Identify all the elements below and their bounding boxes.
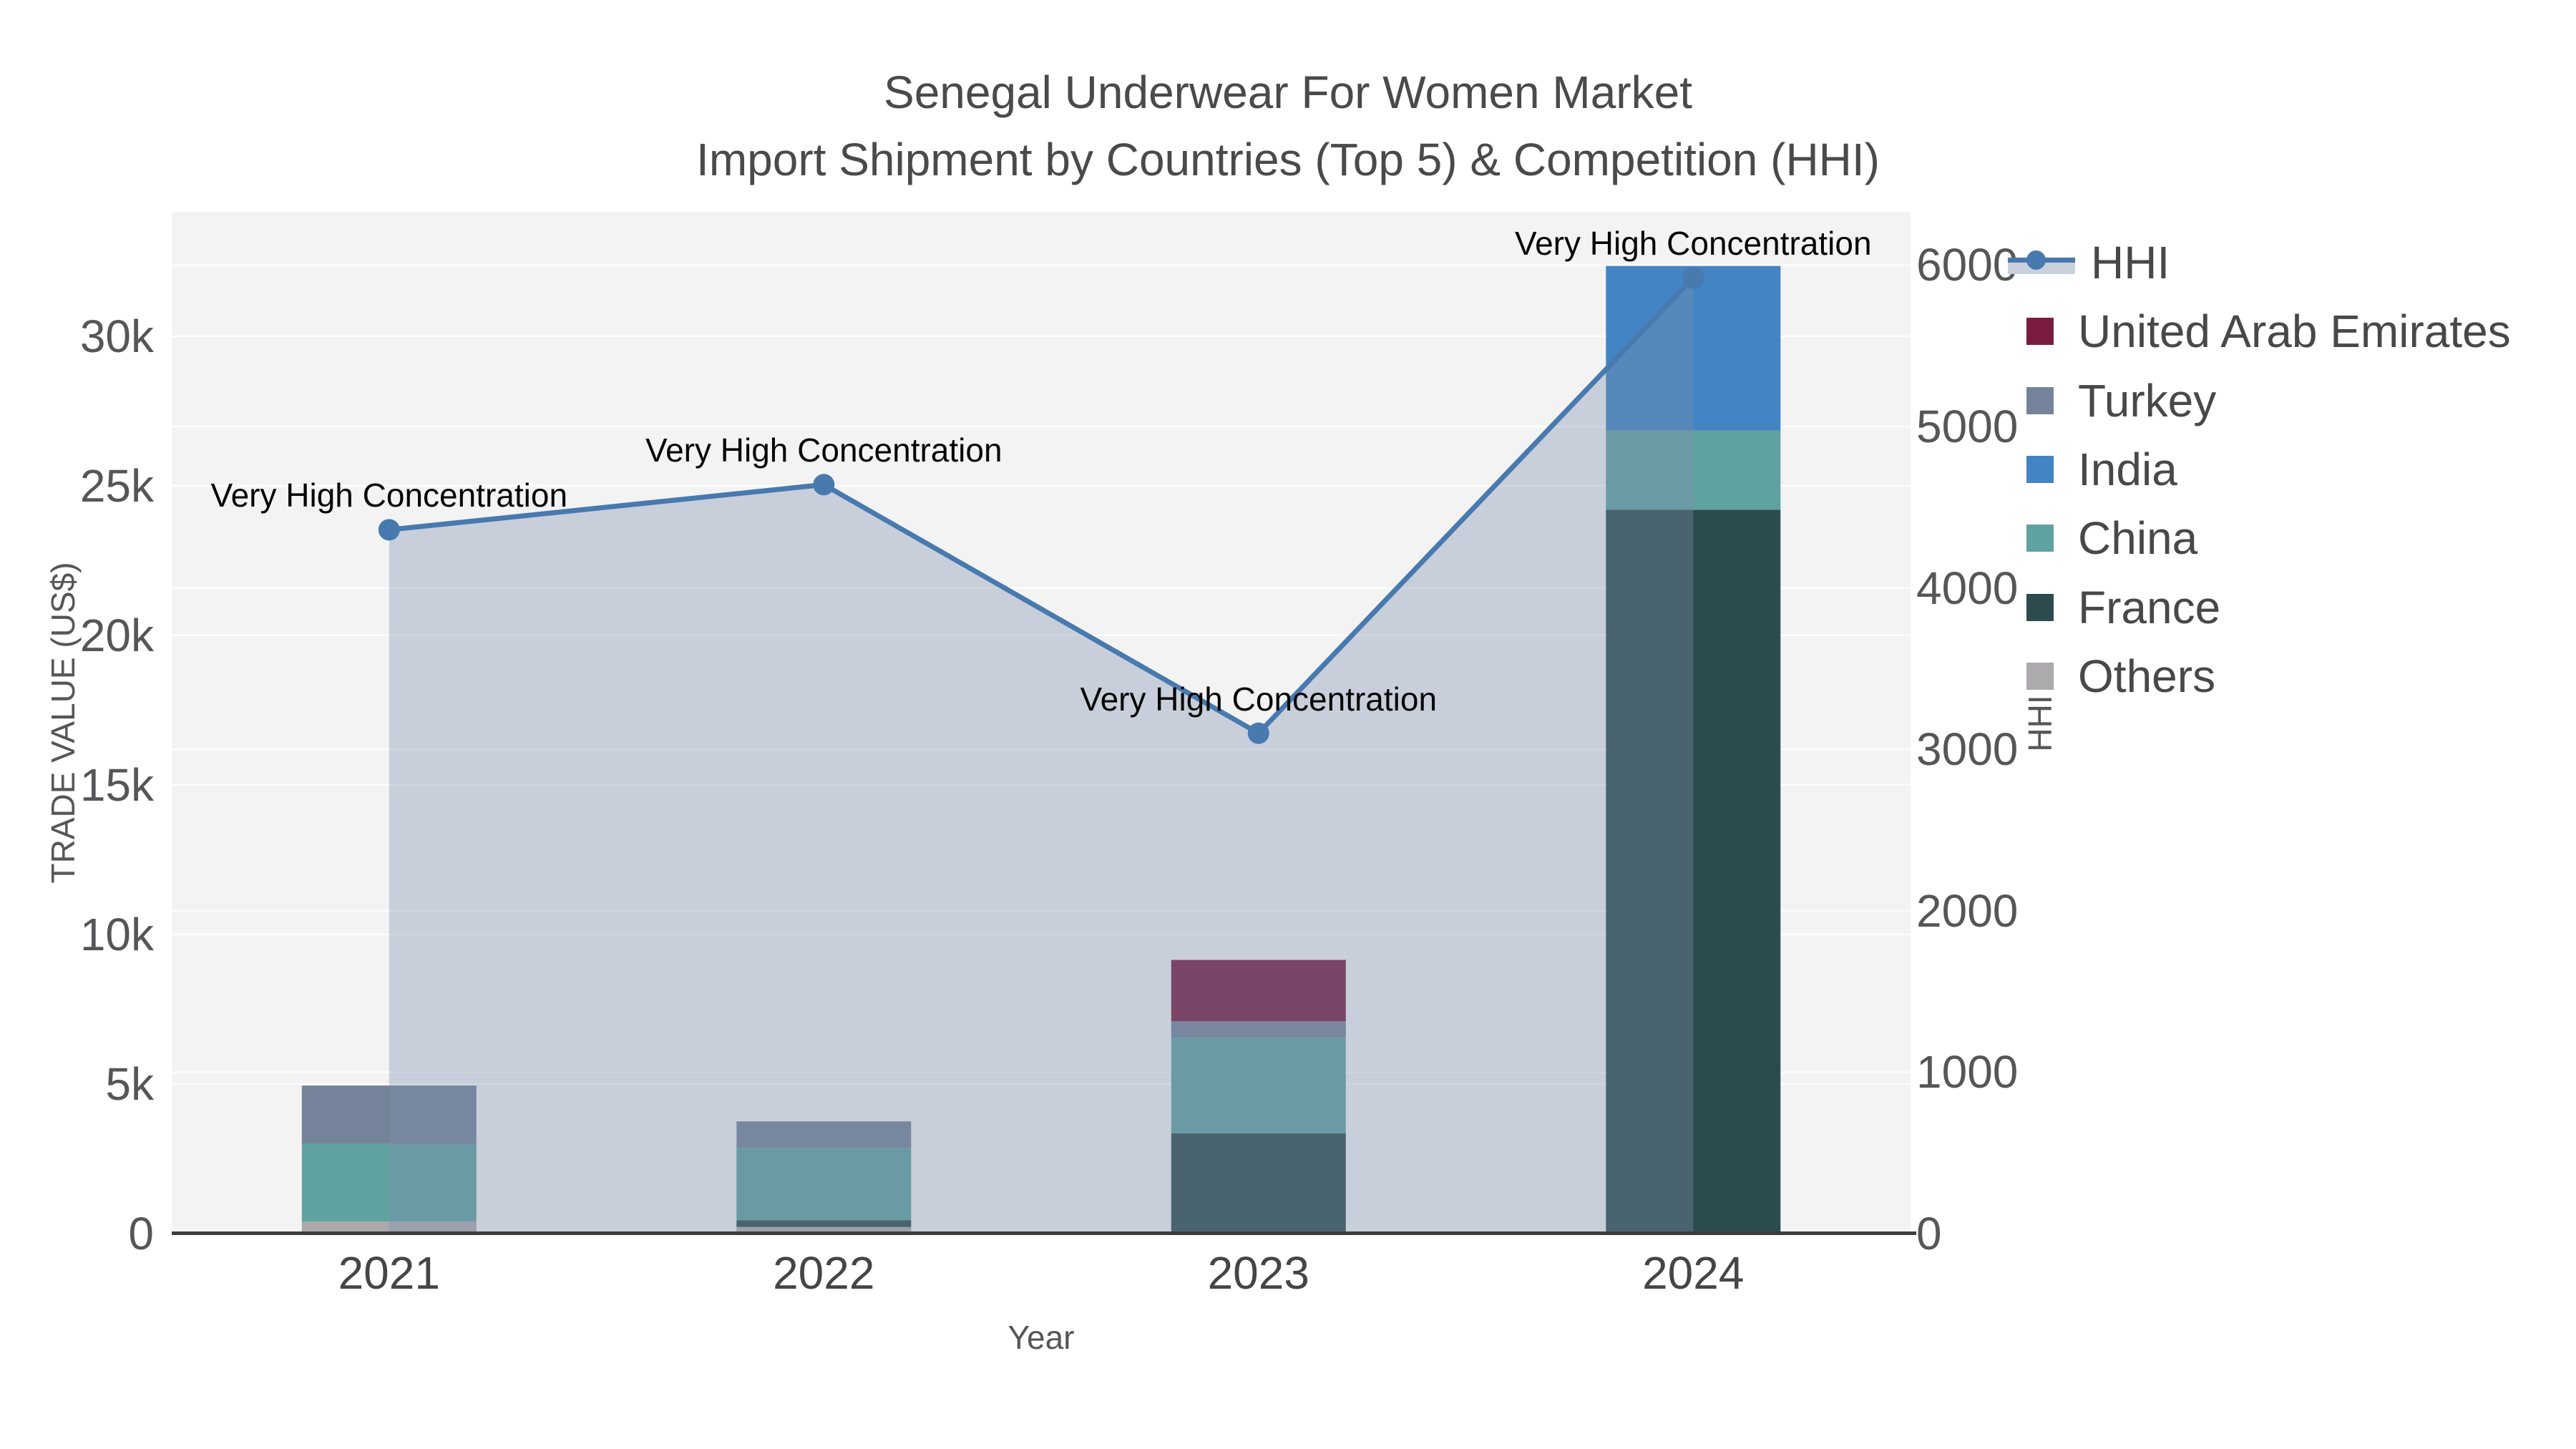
legend-label: United Arab Emirates	[2078, 306, 2511, 358]
legend-label: France	[2078, 581, 2221, 633]
bar-segment-china-2024[interactable]	[1606, 430, 1781, 510]
bar-segment-turkey-2023[interactable]	[1171, 1021, 1346, 1038]
annotation-very-high-concentration-2024: Very High Concentration	[1514, 225, 1872, 263]
bar-segment-china-2022[interactable]	[736, 1148, 912, 1221]
legend-label: India	[2078, 443, 2177, 495]
x-axis-title: Year	[1008, 1319, 1075, 1356]
right-tick-2000: 2000	[1916, 884, 2019, 937]
right-tick-1000: 1000	[1916, 1046, 2019, 1098]
left-tick-5k: 5k	[105, 1058, 154, 1110]
legend-label: China	[2078, 512, 2198, 565]
legend-item-france[interactable]: France	[2008, 574, 2220, 641]
legend-item-others[interactable]: Others	[2008, 643, 2215, 710]
x-tick-2023: 2023	[1207, 1247, 1309, 1299]
x-tick-2024: 2024	[1642, 1247, 1745, 1299]
left-tick-20k: 20k	[79, 609, 154, 661]
hhi-marker-2022[interactable]	[813, 474, 835, 496]
bar-segment-turkey-2022[interactable]	[736, 1121, 912, 1148]
right-tick-3000: 3000	[1916, 723, 2019, 776]
x-axis-line	[172, 1231, 1916, 1235]
bar-segment-france-2023[interactable]	[1171, 1133, 1346, 1234]
legend-item-united-arab-emirates[interactable]: United Arab Emirates	[2008, 298, 2511, 365]
hhi-marker-2024[interactable]	[1682, 267, 1704, 289]
bar-segment-france-2022[interactable]	[736, 1220, 912, 1227]
bar-segment-india-2024[interactable]	[1606, 265, 1781, 431]
legend-color-swatch-icon	[2026, 386, 2054, 414]
bar-segment-others-2021[interactable]	[301, 1221, 477, 1234]
bar-segment-turkey-2021[interactable]	[301, 1085, 477, 1144]
bar-segment-china-2023[interactable]	[1171, 1038, 1346, 1133]
bar-segment-united-arab-emirates-2023[interactable]	[1171, 960, 1346, 1022]
legend-item-hhi[interactable]: HHI	[2008, 229, 2170, 296]
chart-title: Senegal Underwear For Women Market Impor…	[0, 59, 2576, 193]
left-tick-25k: 25k	[79, 459, 154, 512]
hhi-marker-2023[interactable]	[1247, 722, 1269, 744]
legend-color-swatch-icon	[2026, 525, 2054, 552]
left-tick-15k: 15k	[79, 758, 154, 811]
legend-hhi-line-swatch-icon	[2008, 247, 2075, 278]
hhi-marker-2021[interactable]	[378, 519, 400, 541]
legend-color-swatch-icon	[2026, 318, 2054, 346]
legend-item-india[interactable]: India	[2008, 436, 2177, 503]
right-tick-5000: 5000	[1916, 401, 2019, 453]
annotation-very-high-concentration-2023: Very High Concentration	[1080, 680, 1438, 718]
right-tick-4000: 4000	[1916, 562, 2019, 614]
right-tick-6000: 6000	[1916, 239, 2019, 291]
legend-label: HHI	[2091, 237, 2170, 288]
legend-label: Turkey	[2078, 374, 2217, 426]
chart-title-line2: Import Shipment by Countries (Top 5) & C…	[696, 134, 1880, 185]
right-tick-0: 0	[1916, 1208, 1942, 1259]
hhi-area-fill	[389, 278, 1694, 1234]
left-tick-10k: 10k	[79, 908, 154, 960]
legend-item-china[interactable]: China	[2008, 504, 2197, 572]
x-tick-2022: 2022	[773, 1247, 875, 1299]
legend-item-turkey[interactable]: Turkey	[2008, 367, 2216, 434]
annotation-very-high-concentration-2021: Very High Concentration	[210, 477, 568, 514]
bar-segment-france-2024[interactable]	[1606, 509, 1781, 1234]
chart-title-line1: Senegal Underwear For Women Market	[884, 67, 1692, 118]
bar-segment-china-2021[interactable]	[301, 1143, 477, 1222]
x-tick-2021: 2021	[338, 1247, 440, 1299]
annotation-very-high-concentration-2022: Very High Concentration	[645, 431, 1002, 469]
legend-label: Others	[2078, 650, 2216, 702]
bar-segment-others-2022[interactable]	[736, 1226, 912, 1234]
left-tick-0: 0	[128, 1208, 154, 1259]
stacked-bars	[301, 265, 1781, 1234]
legend-color-swatch-icon	[2026, 593, 2054, 621]
legend-color-swatch-icon	[2026, 455, 2054, 483]
legend-color-swatch-icon	[2026, 662, 2054, 690]
hhi-line	[389, 276, 1695, 736]
left-tick-30k: 30k	[79, 310, 154, 362]
